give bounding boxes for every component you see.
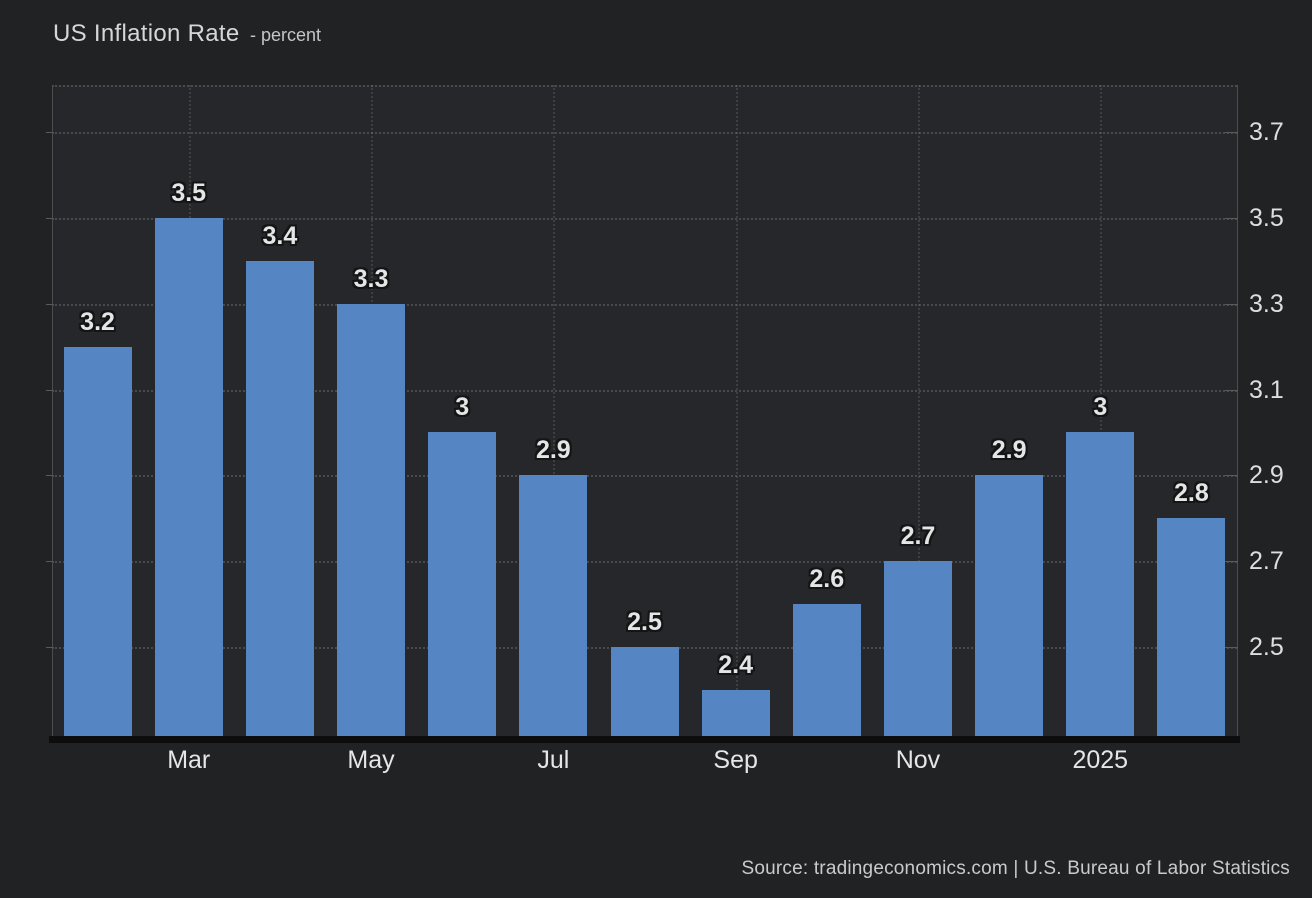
- bar[interactable]: [154, 217, 223, 737]
- bar-value-label: 2.9: [535, 436, 571, 465]
- y-tick-label: 2.9: [1249, 461, 1284, 490]
- plot-top-border: [52, 85, 1237, 87]
- right-axis-tick: [1225, 475, 1238, 477]
- chart-title: US Inflation Rate: [53, 20, 240, 47]
- x-tick-label: May: [347, 746, 395, 774]
- bar-value-label: 2.9: [991, 436, 1027, 465]
- right-axis-line: [1237, 85, 1238, 737]
- x-tick-label: 2025: [1072, 746, 1129, 774]
- left-axis-tick: [46, 561, 53, 563]
- y-tick-label: 3.5: [1249, 203, 1284, 232]
- x-tick-label: Nov: [895, 746, 941, 774]
- left-axis-tick: [46, 303, 53, 305]
- right-axis-tick: [1225, 389, 1238, 391]
- left-axis-tick: [46, 646, 53, 648]
- y-tick-label: 2.7: [1249, 547, 1284, 576]
- x-tick-label: Sep: [713, 746, 758, 774]
- bar[interactable]: [428, 432, 497, 737]
- y-tick-label: 3.7: [1249, 118, 1284, 147]
- x-grid-line: [735, 85, 738, 737]
- x-tick-label: Mar: [167, 746, 211, 774]
- right-axis-tick: [1225, 646, 1238, 648]
- y-grid-line: [52, 217, 1237, 220]
- y-grid-line: [52, 132, 1237, 135]
- y-grid-line: [52, 389, 1237, 392]
- bar[interactable]: [975, 475, 1044, 737]
- right-axis-tick: [1225, 561, 1238, 563]
- left-axis-line: [52, 85, 53, 737]
- y-tick-label: 3.3: [1249, 289, 1284, 318]
- y-grid-line: [52, 303, 1237, 306]
- bar[interactable]: [63, 346, 132, 737]
- x-grid-line: [917, 85, 920, 737]
- x-grid-line: [553, 85, 556, 737]
- bar-value-label: 2.7: [900, 522, 936, 551]
- bar-value-label: 3: [455, 393, 470, 422]
- source-credit[interactable]: Source: tradingeconomics.com | U.S. Bure…: [741, 858, 1290, 879]
- bar[interactable]: [1066, 432, 1135, 737]
- bar[interactable]: [337, 303, 406, 737]
- bar[interactable]: [883, 561, 952, 737]
- y-grid-line: [52, 475, 1237, 478]
- bar[interactable]: [792, 604, 861, 737]
- bar-value-label: 3.2: [80, 307, 115, 336]
- left-axis-tick: [46, 132, 53, 134]
- left-axis-tick: [46, 475, 53, 477]
- bar[interactable]: [610, 646, 679, 737]
- bar-value-label: 3.4: [262, 221, 298, 250]
- left-axis-tick: [46, 389, 53, 391]
- right-axis-tick: [1225, 303, 1238, 305]
- bar-value-label: 2.8: [1174, 479, 1209, 508]
- x-tick-label: Jul: [537, 746, 570, 774]
- bar[interactable]: [1157, 518, 1226, 737]
- y-grid-line: [52, 561, 1237, 564]
- bar-value-label: 2.5: [627, 607, 662, 636]
- left-axis-tick: [46, 217, 53, 219]
- bar[interactable]: [519, 475, 588, 737]
- bar-value-label: 3.5: [171, 178, 207, 207]
- bar-value-label: 3: [1093, 393, 1108, 422]
- chart-subtitle: - percent: [249, 25, 322, 45]
- bar[interactable]: [245, 260, 314, 737]
- bar[interactable]: [701, 689, 770, 737]
- right-axis-tick: [1225, 217, 1238, 219]
- bar-value-label: 3.3: [353, 264, 389, 293]
- x-grid-line: [1100, 85, 1103, 737]
- bar-value-label: 2.6: [809, 565, 845, 594]
- plot-area: 3.2 3.5 3.4 3.3 3 2.9 2.5 2.4 2.6 2.7 2.9 3 2.8: [52, 85, 1237, 737]
- bar-value-label: 2.4: [718, 650, 754, 679]
- x-axis-line: [49, 736, 1240, 743]
- right-axis-tick: [1225, 132, 1238, 134]
- y-tick-label: 2.5: [1249, 632, 1284, 661]
- y-tick-label: 3.1: [1249, 375, 1284, 404]
- chart-header: US Inflation Rate - percent: [53, 20, 321, 48]
